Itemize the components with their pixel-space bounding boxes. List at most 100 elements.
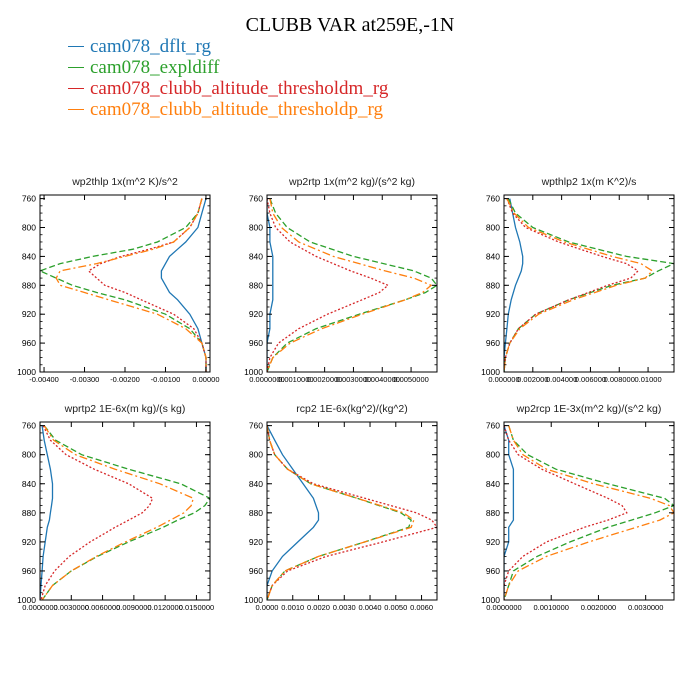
legend-swatch: [68, 109, 84, 110]
y-tick-label: 760: [22, 421, 36, 431]
y-tick-label: 1000: [17, 595, 36, 605]
y-tick-label: 880: [249, 508, 263, 518]
series-line: [267, 198, 390, 372]
y-tick-label: 920: [22, 537, 36, 547]
y-tick-label: 880: [249, 280, 263, 290]
y-tick-label: 800: [249, 223, 263, 233]
y-tick-label: 960: [22, 566, 36, 576]
series-line: [55, 198, 207, 372]
plot-frame: [503, 421, 675, 601]
y-tick-label: 1000: [481, 595, 500, 605]
y-tick-label: 960: [486, 338, 500, 348]
figure-title: CLUBB VAR at259E,-1N: [245, 14, 455, 36]
y-tick-label: 960: [22, 338, 36, 348]
panel-title: wpthlp2 1x(m K^2)/s: [541, 176, 637, 188]
x-tick-label: 0.0060: [410, 603, 433, 612]
plot-frame: [39, 194, 211, 373]
panel-title: wprtp2 1E-6x(m kg)/(s kg): [64, 403, 186, 415]
y-tick-label: 760: [22, 194, 36, 204]
x-tick-label: 0.0020: [307, 603, 330, 612]
y-tick-label: 880: [22, 508, 36, 518]
series-line: [40, 425, 54, 600]
legend-item: cam078_dflt_rg: [68, 36, 388, 57]
x-tick-label: 0.0030000: [336, 375, 371, 384]
profile-panel: wprtp2 1E-6x(m kg)/(s kg) 760 800 840 880 920…: [17, 403, 214, 612]
y-tick-label: 840: [486, 479, 500, 489]
y-tick-label: 1000: [17, 367, 36, 377]
series-line: [160, 198, 207, 372]
y-tick-label: 840: [22, 251, 36, 261]
series-line: [504, 425, 515, 600]
y-tick-label: 920: [249, 309, 263, 319]
x-tick-label: 0.0010: [281, 603, 304, 612]
y-tick-label: 800: [22, 223, 36, 233]
y-tick-label: 1000: [481, 367, 500, 377]
y-tick-label: 880: [486, 508, 500, 518]
series-line: [267, 425, 320, 600]
panel-title: wp2rtp 1x(m^2 kg)/(s^2 kg): [288, 176, 415, 188]
profile-panel: wp2rcp 1E-3x(m^2 kg)/(s^2 kg) 760 800 840 88…: [481, 403, 675, 612]
x-tick-label: 0.0010000: [533, 603, 568, 612]
series-line: [504, 198, 654, 372]
x-tick-label: -0.00200: [110, 375, 140, 384]
legend-label: cam078_expldiff: [90, 57, 220, 78]
profile-panel: wpthlp2 1x(m K^2)/s 760 800 840 880 920 960 100…: [481, 176, 675, 384]
legend-item: cam078_clubb_altitude_thresholdp_rg: [68, 99, 388, 120]
x-tick-label: 0.0150000: [179, 603, 214, 612]
x-tick-label: 0.0090000: [116, 603, 151, 612]
x-tick-label: 0.0050: [384, 603, 407, 612]
series-line: [504, 198, 674, 372]
plot-frame: [39, 421, 211, 601]
x-tick-label: 0.0000: [256, 603, 279, 612]
x-tick-label: 0.0020000: [581, 603, 616, 612]
series-line: [41, 425, 210, 600]
series-line: [40, 198, 207, 372]
x-tick-label: -0.00100: [151, 375, 181, 384]
y-tick-label: 800: [486, 450, 500, 460]
profile-panel: wp2rtp 1x(m^2 kg)/(s^2 kg) 760 800 840 880 92…: [244, 176, 438, 384]
x-tick-label: 0.002000: [517, 375, 548, 384]
y-tick-label: 800: [22, 450, 36, 460]
x-tick-label: 0.0040: [359, 603, 382, 612]
series-line: [504, 198, 524, 372]
y-tick-label: 880: [22, 280, 36, 290]
series-line: [40, 425, 154, 600]
x-tick-label: 0.00000: [192, 375, 219, 384]
panel-title: rcp2 1E-6x(kg^2)/(kg^2): [296, 403, 407, 415]
profile-panel: rcp2 1E-6x(kg^2)/(kg^2) 760 800 840 880 920 96…: [244, 403, 438, 612]
y-tick-label: 840: [249, 479, 263, 489]
y-tick-label: 960: [486, 566, 500, 576]
y-tick-label: 920: [22, 309, 36, 319]
series-group: [40, 425, 210, 600]
legend-item: cam078_expldiff: [68, 57, 388, 78]
series-line: [504, 425, 674, 600]
x-tick-label: 0.0000000: [249, 375, 284, 384]
series-line: [267, 198, 274, 372]
legend-label: cam078_clubb_altitude_thresholdp_rg: [90, 99, 384, 120]
panel-title: wp2thlp 1x(m^2 K)/s^2: [71, 176, 178, 188]
y-tick-label: 760: [249, 421, 263, 431]
x-tick-label: 0.0040000: [365, 375, 400, 384]
series-group: [40, 198, 207, 372]
x-tick-label: -0.00400: [29, 375, 59, 384]
x-tick-label: 0.004000: [546, 375, 577, 384]
legend-swatch: [68, 88, 84, 89]
plot-frame: [266, 421, 438, 601]
y-tick-label: 920: [486, 537, 500, 547]
series-line: [267, 425, 437, 600]
x-tick-label: 0.0060000: [85, 603, 120, 612]
y-tick-label: 840: [486, 251, 500, 261]
y-tick-label: 760: [486, 421, 500, 431]
profile-panel: wp2thlp 1x(m^2 K)/s^2 760 800 840 880 920 960 1…: [17, 176, 219, 384]
series-group: [267, 425, 437, 600]
series-line: [504, 425, 674, 600]
series-group: [267, 198, 437, 372]
legend-swatch: [68, 67, 84, 68]
x-tick-label: 0.000000: [488, 375, 519, 384]
x-tick-label: 0.006000: [575, 375, 606, 384]
x-tick-label: 0.0120000: [147, 603, 182, 612]
y-tick-label: 920: [486, 309, 500, 319]
y-tick-label: 800: [249, 450, 263, 460]
x-tick-label: 0.01000: [635, 375, 662, 384]
